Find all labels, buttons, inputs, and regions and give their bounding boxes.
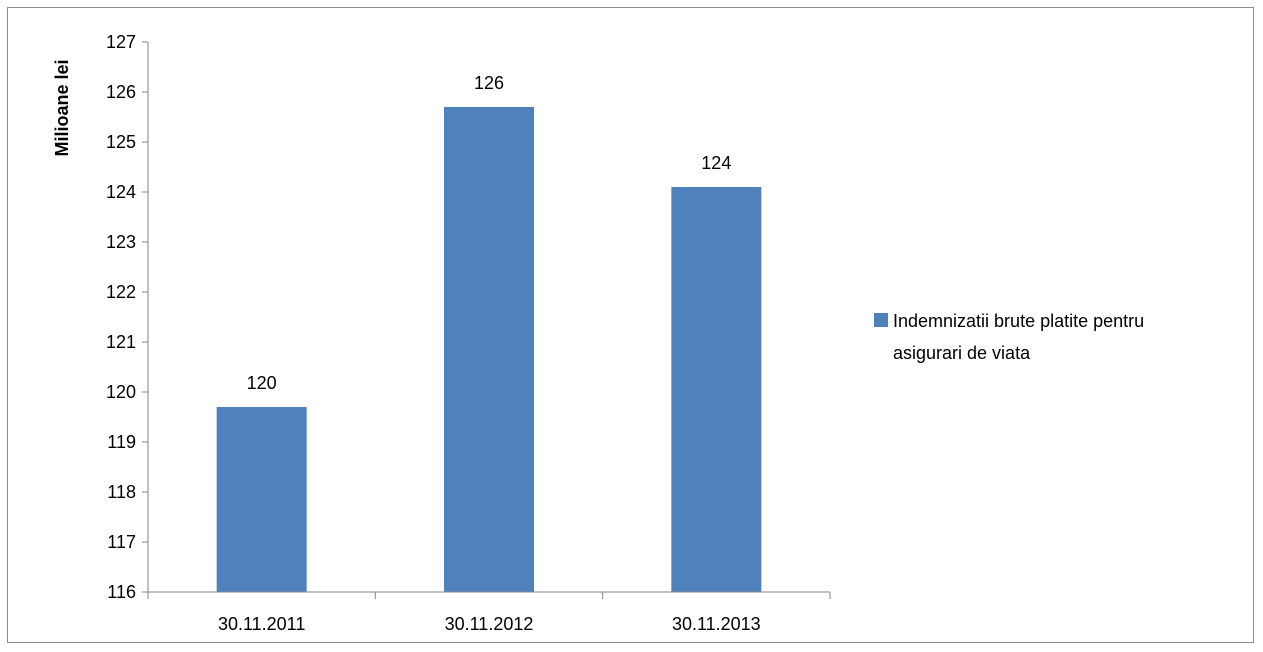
x-axis-ticks: 30.11.2011 30.11.2012 30.11.2013 <box>147 592 831 634</box>
bar-data-label: 126 <box>474 73 504 93</box>
y-tick-label: 122 <box>106 282 136 302</box>
x-tick-label: 30.11.2011 <box>218 614 305 634</box>
legend: Indemnizatii brute platite pentru asigur… <box>874 311 1144 363</box>
y-tick-label: 116 <box>107 582 136 602</box>
bars: 120 126 124 <box>216 73 762 592</box>
y-tick-label: 117 <box>107 532 136 552</box>
y-tick-label: 124 <box>106 182 136 202</box>
y-tick-label: 127 <box>106 32 136 52</box>
legend-swatch <box>874 313 888 327</box>
y-tick-label: 118 <box>107 482 136 502</box>
y-axis-title: Milioane lei <box>52 59 72 156</box>
bar <box>444 107 534 592</box>
y-tick-label: 123 <box>106 232 136 252</box>
x-tick-label: 30.11.2012 <box>445 614 534 634</box>
bar <box>216 407 307 592</box>
legend-label-line-2: asigurari de viata <box>893 343 1031 363</box>
y-tick-label: 125 <box>106 132 136 152</box>
bar <box>671 187 762 592</box>
y-tick-label: 126 <box>106 82 136 102</box>
bar-data-label: 120 <box>247 373 277 393</box>
bar-data-label: 124 <box>701 153 731 173</box>
y-tick-label: 119 <box>107 432 136 452</box>
y-tick-label: 121 <box>106 332 136 352</box>
y-axis-ticks: 116 117 118 119 120 121 122 123 124 125 126 127 <box>106 32 148 602</box>
y-tick-label: 120 <box>106 382 136 402</box>
chart-frame <box>7 7 1254 643</box>
legend-label-line-1: Indemnizatii brute platite pentru <box>893 311 1144 331</box>
x-tick-label: 30.11.2013 <box>672 614 761 634</box>
